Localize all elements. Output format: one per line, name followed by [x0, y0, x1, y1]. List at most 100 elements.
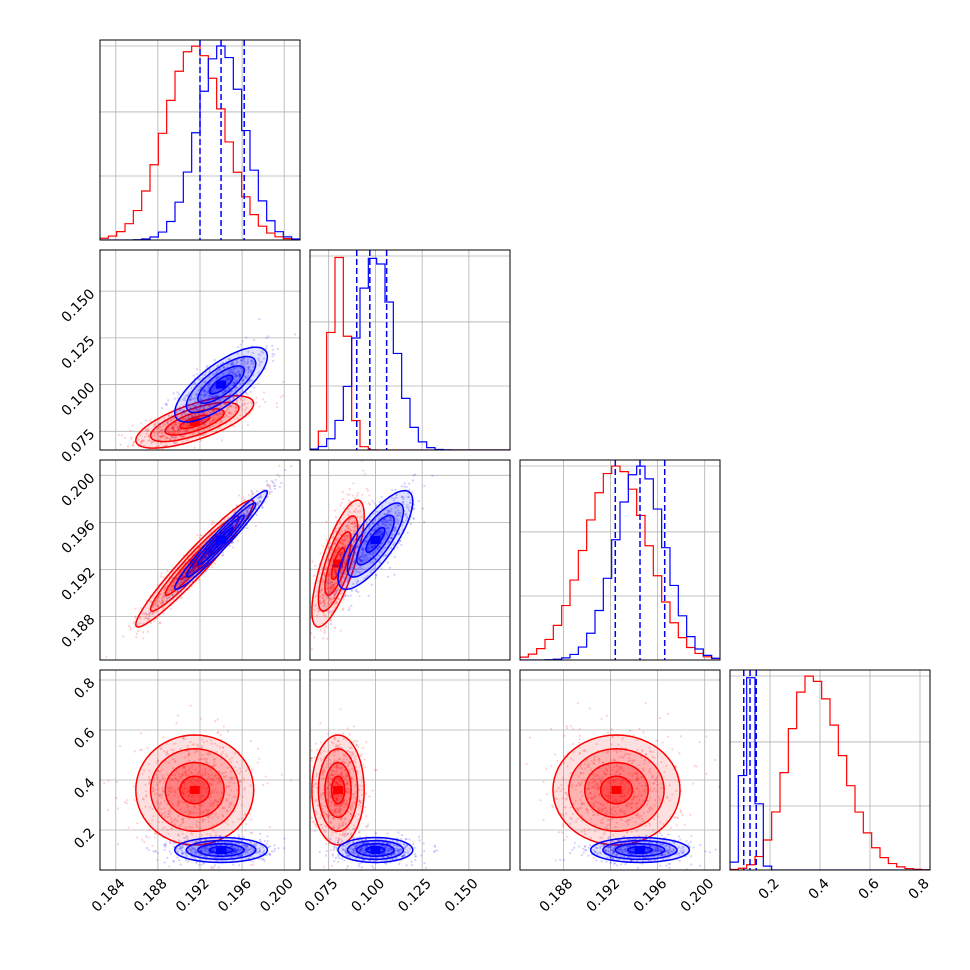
- scatter-point: [236, 539, 239, 542]
- scatter-point: [136, 822, 139, 825]
- scatter-point: [239, 391, 242, 394]
- scatter-point: [431, 474, 434, 477]
- scatter-point: [133, 620, 136, 623]
- scatter-point: [205, 552, 209, 555]
- scatter-point: [195, 408, 199, 411]
- scatter-point: [194, 565, 197, 568]
- scatter-point: [273, 487, 276, 491]
- scatter-point: [339, 504, 342, 507]
- scatter-point: [159, 575, 163, 578]
- scatter-point: [205, 556, 208, 559]
- scatter-point: [258, 496, 261, 499]
- scatter-point: [173, 397, 176, 400]
- scatter-point: [337, 533, 341, 536]
- scatter-point: [167, 431, 170, 434]
- scatter-point: [258, 364, 261, 367]
- scatter-point: [227, 411, 231, 415]
- scatter-point: [230, 363, 233, 366]
- scatter-point: [338, 546, 341, 550]
- scatter-point: [151, 844, 154, 847]
- contour-line: [208, 374, 234, 395]
- scatter-point: [339, 541, 342, 545]
- scatter-point: [266, 782, 269, 785]
- scatter-point: [120, 451, 122, 453]
- scatter-point: [321, 601, 324, 604]
- scatter-point: [266, 483, 269, 486]
- scatter-point: [129, 429, 132, 432]
- scatter-point: [200, 419, 203, 423]
- scatter-point: [191, 433, 195, 436]
- scatter-point: [330, 610, 333, 614]
- scatter-point: [177, 393, 180, 396]
- scatter-point: [327, 560, 330, 563]
- scatter-point: [334, 569, 337, 573]
- scatter-point: [206, 412, 209, 416]
- scatter-point: [237, 346, 240, 349]
- scatter-point: [219, 406, 222, 409]
- scatter-point: [193, 405, 196, 408]
- scatter-point: [333, 596, 336, 599]
- scatter-point: [222, 373, 225, 376]
- scatter-point: [162, 596, 165, 599]
- scatter-point: [189, 407, 192, 410]
- scatter-point: [238, 375, 242, 378]
- scatter-point: [226, 408, 229, 411]
- contour-line: [149, 401, 240, 443]
- scatter-point: [178, 584, 182, 587]
- scatter-point: [248, 813, 251, 816]
- scatter-point: [199, 393, 203, 397]
- scatter-point: [226, 389, 229, 392]
- scatter-point: [233, 382, 236, 385]
- scatter-point: [133, 799, 136, 802]
- scatter-point: [198, 536, 201, 539]
- scatter-point: [205, 366, 209, 369]
- scatter-point: [244, 366, 247, 369]
- scatter-point: [225, 378, 229, 381]
- scatter-point: [186, 424, 189, 428]
- scatter-point: [329, 618, 332, 622]
- scatter-point: [374, 576, 377, 579]
- scatter-point: [189, 396, 192, 399]
- density-peak: [189, 559, 200, 568]
- scatter-point: [347, 534, 350, 538]
- scatter-point: [179, 409, 182, 412]
- scatter-point: [174, 442, 177, 445]
- scatter-point: [176, 391, 179, 394]
- scatter-point: [273, 849, 276, 853]
- scatter-point: [171, 585, 174, 588]
- scatter-point: [340, 583, 343, 587]
- scatter-point: [147, 836, 150, 839]
- scatter-point: [227, 411, 230, 414]
- scatter-point: [339, 520, 342, 523]
- scatter-point: [340, 556, 343, 559]
- scatter-point: [206, 539, 209, 542]
- scatter-point: [129, 626, 132, 629]
- scatter-point: [200, 559, 203, 563]
- scatter-point: [339, 542, 343, 545]
- scatter-point: [313, 636, 316, 639]
- scatter-point: [333, 563, 336, 567]
- scatter-point: [200, 403, 203, 407]
- scatter-point: [353, 539, 356, 542]
- scatter-point: [332, 597, 335, 600]
- scatter-point: [338, 546, 341, 549]
- scatter-point: [152, 612, 155, 615]
- scatter-point: [327, 571, 330, 575]
- scatter-point: [175, 410, 178, 413]
- scatter-point: [170, 430, 173, 434]
- scatter-point: [155, 425, 159, 429]
- scatter-point: [231, 524, 234, 527]
- scatter-point: [244, 409, 247, 412]
- scatter-point: [194, 404, 197, 407]
- scatter-point: [211, 520, 214, 523]
- scatter-point: [234, 409, 238, 412]
- scatter-point: [216, 395, 219, 398]
- contour-line: [173, 489, 269, 591]
- scatter-point: [268, 492, 271, 496]
- scatter-point: [203, 373, 206, 377]
- scatter-point: [158, 600, 161, 603]
- scatter-point: [202, 390, 205, 393]
- scatter-point: [240, 383, 243, 386]
- scatter-point: [162, 608, 165, 611]
